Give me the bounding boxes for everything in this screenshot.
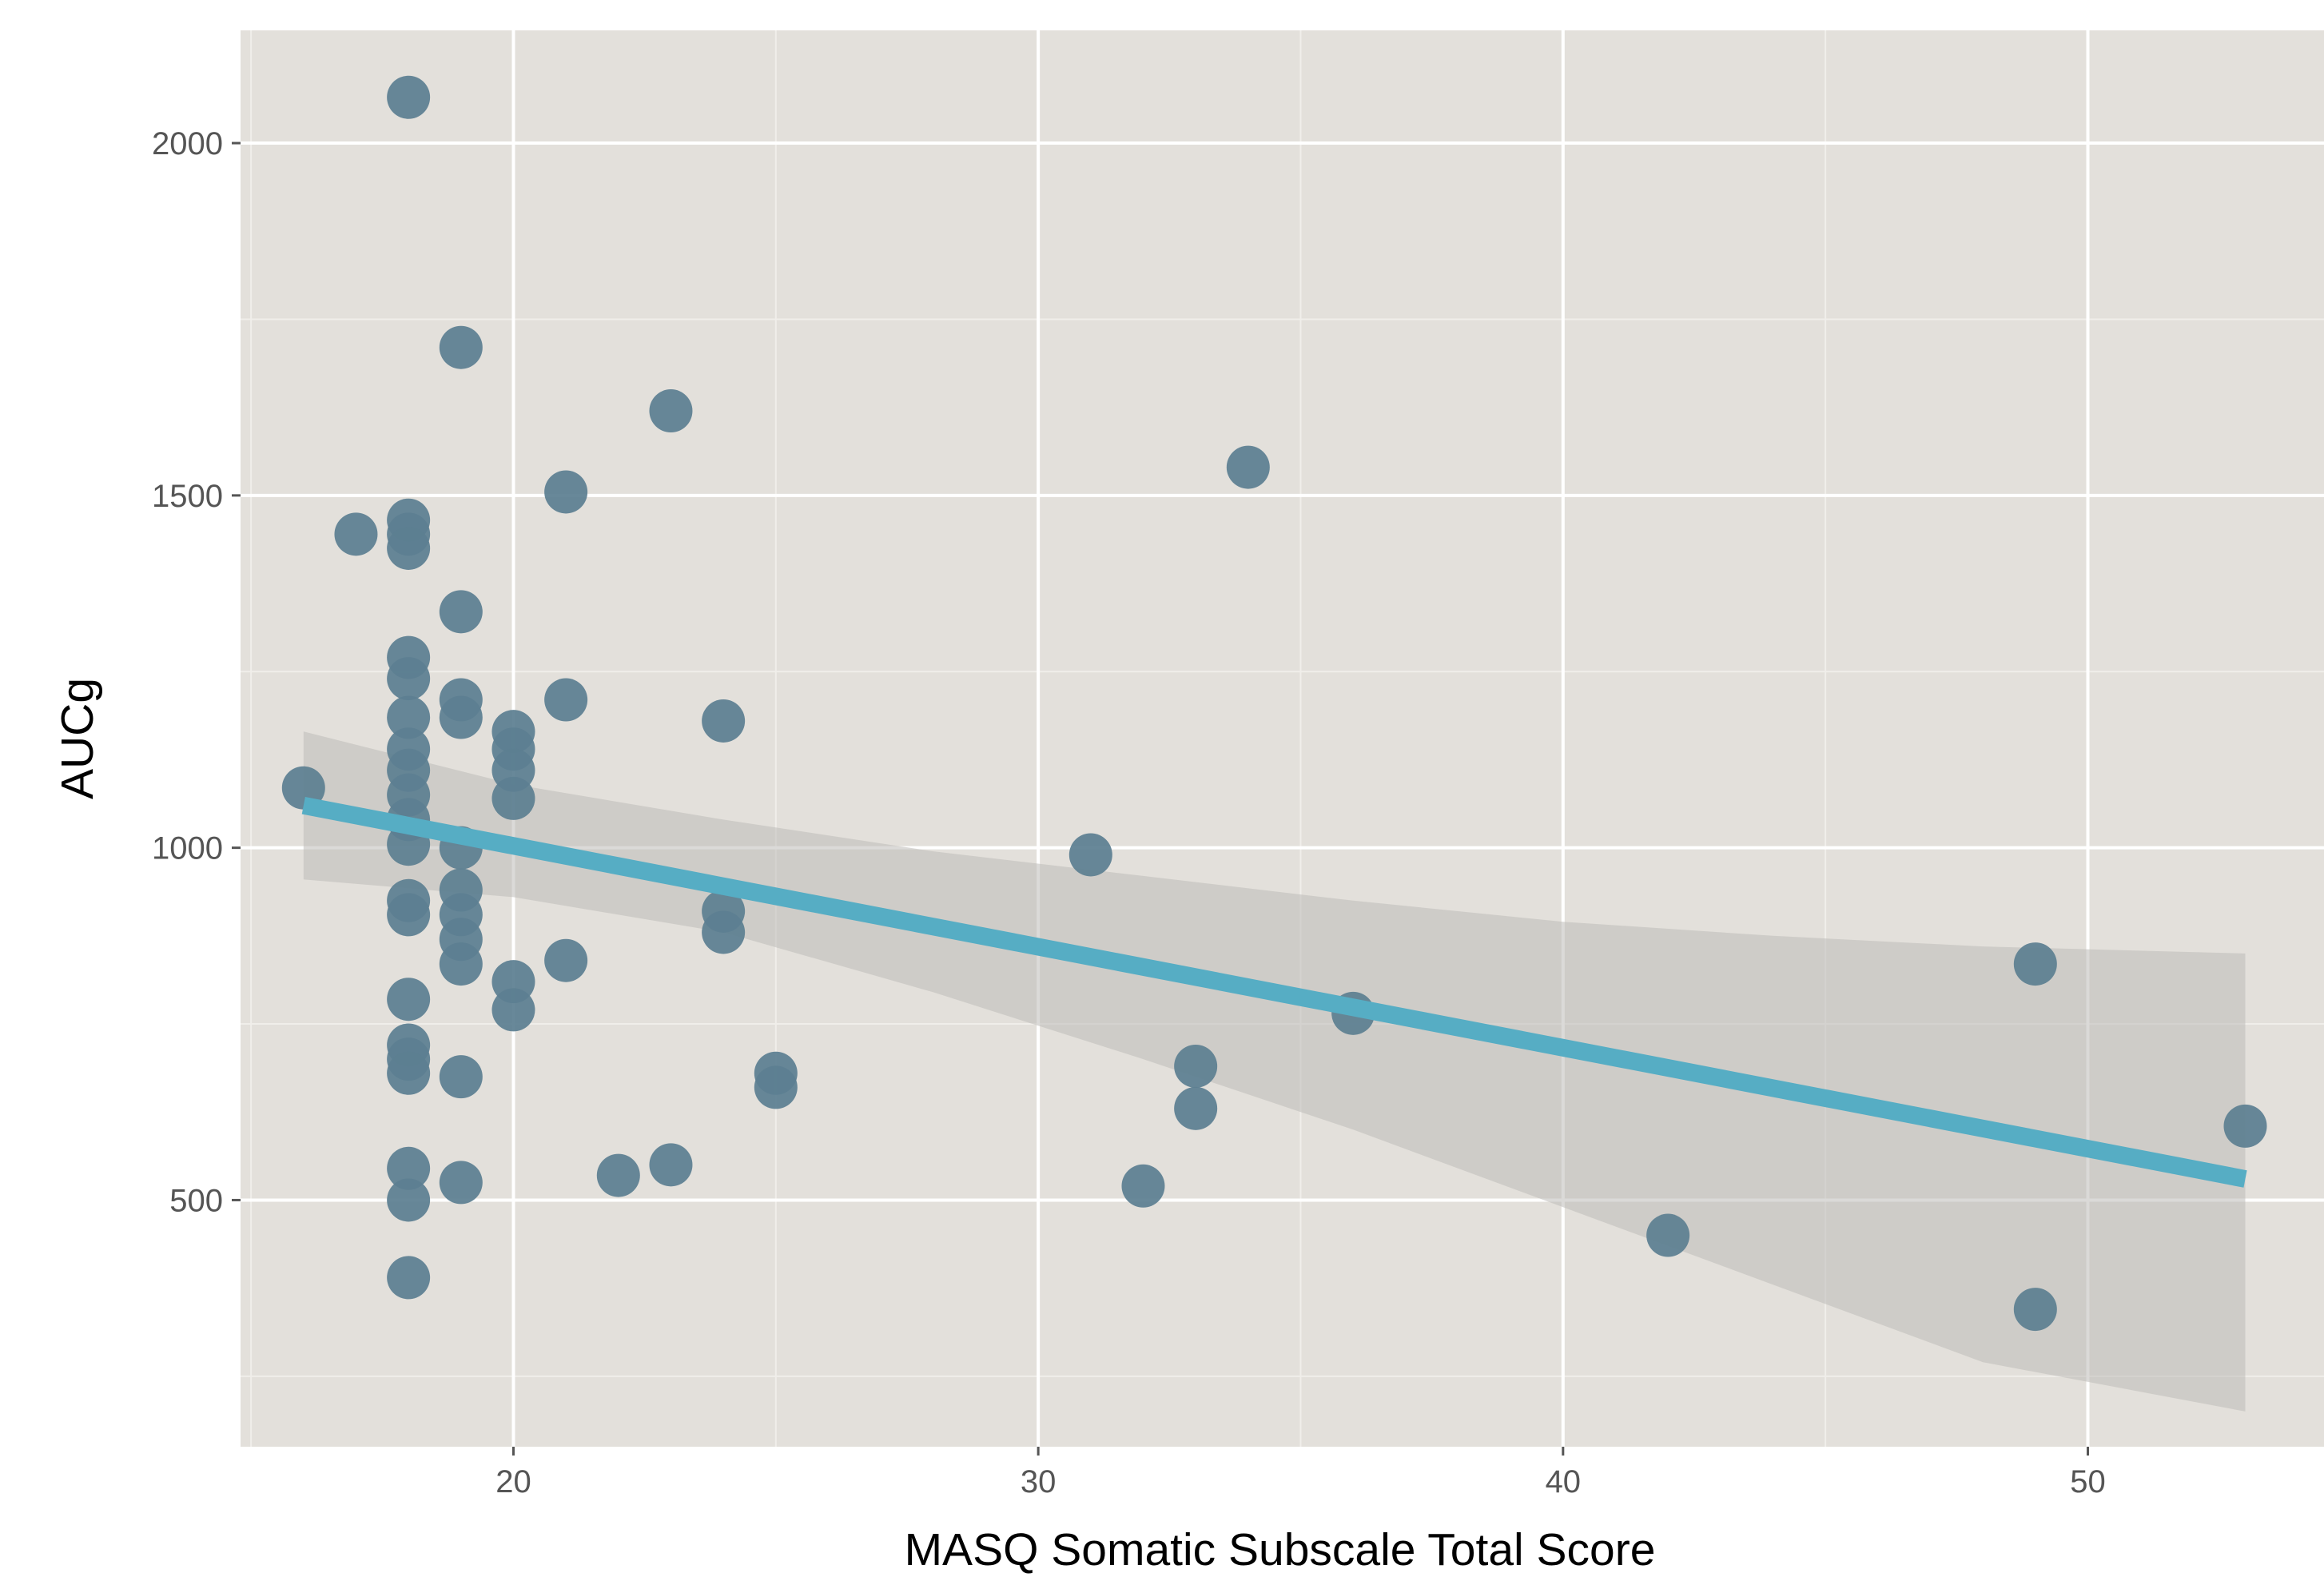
data-point xyxy=(387,526,431,570)
data-point xyxy=(1174,1044,1218,1088)
regression-line xyxy=(301,796,2247,1188)
data-point xyxy=(439,590,483,634)
data-point xyxy=(334,512,378,556)
data-point xyxy=(439,325,483,369)
data-point xyxy=(2223,1104,2267,1148)
y-axis-title: AUCg xyxy=(52,678,103,799)
data-point xyxy=(1226,445,1270,489)
data-point xyxy=(649,1143,693,1187)
data-point xyxy=(491,776,535,820)
data-point xyxy=(702,699,746,743)
data-point xyxy=(544,678,588,722)
x-tick-label: 40 xyxy=(1546,1464,1582,1499)
y-tick-label: 1000 xyxy=(152,831,223,866)
y-tick-label: 2000 xyxy=(152,126,223,161)
data-point xyxy=(754,1065,798,1109)
data-points xyxy=(281,75,2267,1332)
x-tick-label: 20 xyxy=(495,1464,531,1499)
y-tick-label: 500 xyxy=(169,1183,223,1218)
data-point xyxy=(649,389,693,433)
data-point xyxy=(387,1256,431,1300)
y-axis-ticks: 500 1000 1500 2000 xyxy=(152,126,241,1218)
data-point xyxy=(387,1051,431,1095)
major-grid xyxy=(241,30,2324,1447)
data-point xyxy=(596,1153,640,1197)
data-point xyxy=(439,1055,483,1099)
data-point xyxy=(1646,1213,1690,1257)
data-point xyxy=(387,1178,431,1222)
data-point xyxy=(702,910,746,954)
data-point xyxy=(544,470,588,514)
data-point xyxy=(439,1161,483,1205)
x-axis-ticks: 20 30 40 50 xyxy=(495,1447,2106,1499)
data-point xyxy=(387,1146,431,1190)
data-point xyxy=(1121,1164,1165,1208)
data-point xyxy=(439,695,483,739)
data-point xyxy=(491,988,535,1032)
data-point xyxy=(2013,942,2057,986)
data-point xyxy=(1068,833,1112,877)
x-tick-label: 30 xyxy=(1021,1464,1057,1499)
data-point xyxy=(2013,1288,2057,1332)
y-tick-label: 1500 xyxy=(152,479,223,514)
x-axis-title: MASQ Somatic Subscale Total Score xyxy=(905,1524,1656,1575)
x-tick-label: 50 xyxy=(2070,1464,2106,1499)
data-point xyxy=(387,695,431,739)
data-point xyxy=(387,978,431,1021)
data-point xyxy=(387,657,431,701)
data-point xyxy=(387,75,431,119)
data-point xyxy=(387,893,431,937)
data-point xyxy=(1174,1086,1218,1130)
data-point xyxy=(439,942,483,986)
data-point xyxy=(544,938,588,982)
